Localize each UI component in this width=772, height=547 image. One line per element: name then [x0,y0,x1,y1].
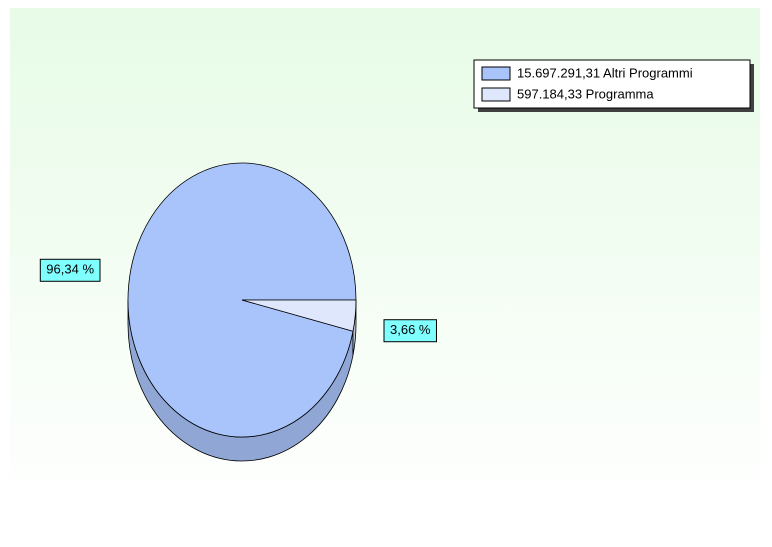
legend-swatch [481,87,511,102]
slice [241,299,357,332]
legend: 15.697.291,31 Altri Programmi 597.184,33 … [473,59,754,112]
legend-box [473,59,751,109]
pie: 96,34 % 3,66 % [39,162,437,462]
legend-swatch [481,66,511,81]
data-label-box [39,258,101,282]
data-label-box [383,319,437,343]
legend-label: 15.697.291,31 Altri Programmi [517,65,693,80]
data-label: 96,34 % [46,262,94,277]
data-label: 3,66 % [390,322,431,337]
legend-label: 597.184,33 Programma [517,86,654,101]
